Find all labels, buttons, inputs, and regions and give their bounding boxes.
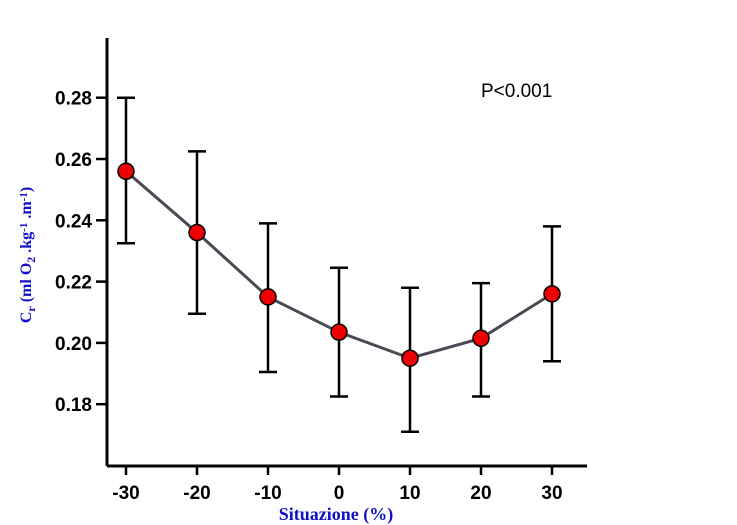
y-tick-label: 0.20 — [55, 334, 92, 355]
error-bars — [117, 96, 561, 434]
y-axis-label: Cr (ml O2 .kg-1 .m-1) — [18, 187, 38, 323]
y-axis-label-part: r — [24, 306, 38, 312]
y-axis-label-part: -1 — [18, 192, 30, 201]
x-tick-label: -20 — [183, 483, 210, 504]
data-point — [401, 349, 419, 367]
p-value-annotation: P<0.001 — [481, 81, 552, 102]
data-point — [117, 162, 135, 181]
data-point — [188, 223, 206, 242]
x-tick-label: 20 — [470, 483, 491, 504]
data-point — [330, 323, 348, 341]
y-axis-label-part: 2 — [24, 257, 38, 263]
x-tick-label: 0 — [334, 483, 345, 504]
axes — [105, 38, 587, 468]
x-tick-label: 30 — [541, 483, 562, 504]
data-point — [472, 329, 490, 348]
y-tick-label: 0.26 — [55, 150, 92, 171]
x-axis-label: Situazione (%) — [279, 504, 394, 525]
y-tick-label: 0.18 — [55, 395, 92, 416]
data-point — [259, 288, 277, 306]
y-axis-label-part: .m — [18, 201, 35, 223]
x-tick-label: -30 — [112, 483, 139, 504]
x-tick-label: 10 — [399, 483, 420, 504]
y-tick-label: 0.22 — [55, 273, 92, 294]
y-ticks: 0.18 0.20 0.22 0.24 0.26 0.28 — [55, 89, 107, 416]
x-tick-label: -10 — [254, 483, 281, 504]
y-tick-label: 0.24 — [55, 211, 92, 232]
y-axis-label-part: ) — [18, 187, 35, 192]
y-axis-label-part: .kg — [18, 232, 35, 257]
y-tick-label: 0.28 — [55, 89, 92, 110]
data-points — [117, 162, 561, 367]
y-axis-label-part: C — [18, 312, 35, 324]
y-axis-label-part: (ml O — [18, 263, 35, 307]
y-axis-label-part: -1 — [18, 223, 30, 232]
x-ticks: -30 -20 -10 0 10 20 30 — [112, 466, 563, 504]
data-point — [543, 285, 561, 303]
